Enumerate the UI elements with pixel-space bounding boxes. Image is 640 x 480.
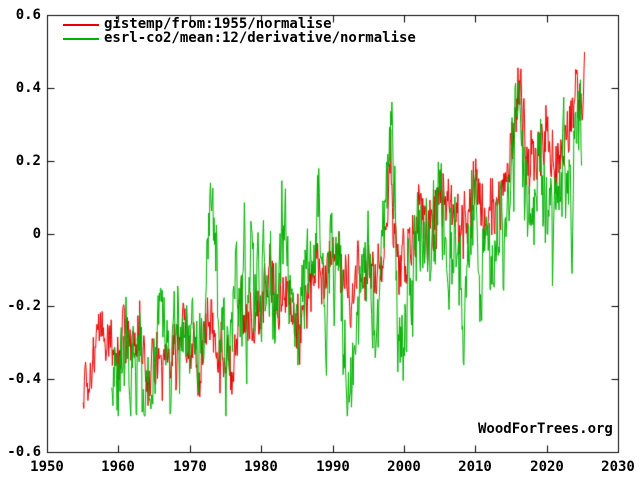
x-tick-label: 2020 <box>530 459 564 475</box>
y-tick-label: -0.2 <box>7 298 41 314</box>
y-tick-label: 0.6 <box>15 7 41 23</box>
legend-line-red <box>63 24 99 26</box>
y-tick-label: -0.4 <box>7 371 41 387</box>
x-tick-label: 1950 <box>30 459 64 475</box>
legend-label-gistemp: gistemp/from:1955/normalise <box>104 16 332 32</box>
x-tick-label: 2010 <box>458 459 492 475</box>
x-tick-label: 1970 <box>173 459 207 475</box>
y-tick-label: -0.6 <box>7 444 41 460</box>
legend-line-green <box>63 38 99 40</box>
x-tick-label: 1990 <box>316 459 350 475</box>
x-tick-label: 2030 <box>601 459 635 475</box>
watermark: WoodForTrees.org <box>478 421 613 437</box>
y-tick-label: 0.4 <box>15 80 41 96</box>
y-tick-label: 0.2 <box>15 153 41 169</box>
legend-label-esrl-co2: esrl-co2/mean:12/derivative/normalise <box>104 30 416 46</box>
x-tick-label: 2000 <box>387 459 421 475</box>
x-tick-label: 1980 <box>244 459 278 475</box>
y-tick-label: 0 <box>32 226 41 242</box>
x-tick-label: 1960 <box>101 459 135 475</box>
